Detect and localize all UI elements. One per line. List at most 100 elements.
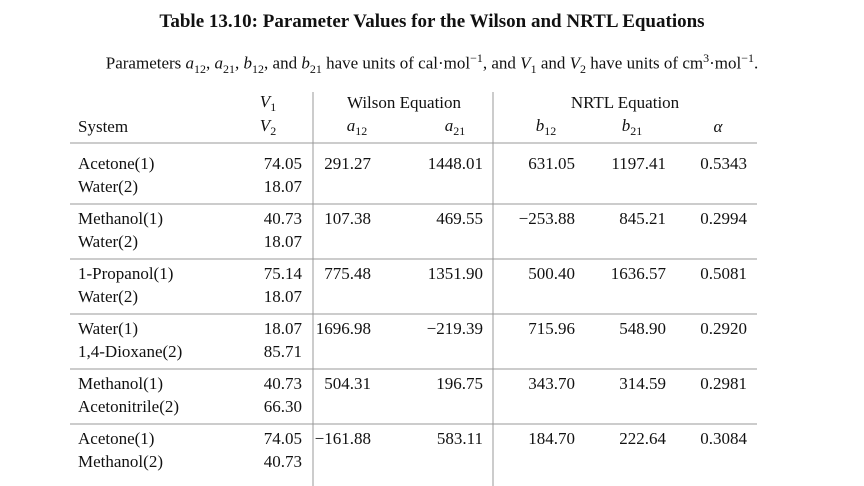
system-cell: Acetone(1) [78, 154, 154, 173]
caption-subscript: 12 [252, 62, 265, 77]
table-title: Table 13.10: Parameter Values for the Wi… [159, 11, 705, 32]
caption-text: , [206, 53, 215, 73]
caption-subscript: 21 [223, 62, 236, 77]
header-cell: System [78, 117, 128, 136]
caption-text: Parameters [105, 53, 186, 73]
system-cell: Water(2) [78, 177, 138, 196]
system-cell: Methanol(1) [78, 209, 163, 228]
volume-cell: 40.73 [264, 452, 302, 471]
value-cell: −161.88 [315, 429, 371, 448]
value-cell: 469.55 [436, 209, 483, 228]
value-cell: 222.64 [619, 429, 666, 448]
value-cell: 500.40 [528, 264, 575, 283]
symbol-subscript: 12 [544, 124, 556, 138]
caption-text: , and [264, 53, 302, 73]
header-symbol: V1 [260, 92, 276, 114]
symbol-letter: V [260, 92, 273, 111]
header-symbol: b21 [622, 116, 643, 138]
value-cell: 0.5343 [700, 154, 747, 173]
system-cell: Water(2) [78, 287, 138, 306]
value-cell: 107.38 [324, 209, 371, 228]
value-cell: 1696.98 [316, 319, 371, 338]
value-cell: 0.2920 [700, 319, 747, 338]
volume-cell: 66.30 [264, 397, 302, 416]
system-cell: 1,4-Dioxane(2) [78, 342, 182, 361]
volume-cell: 40.73 [264, 209, 302, 228]
value-cell: 631.05 [528, 154, 575, 173]
caption-symbol: V [569, 53, 580, 73]
symbol-subscript: 2 [270, 124, 276, 138]
value-cell: 0.2994 [700, 209, 747, 228]
symbol-subscript: 1 [270, 100, 276, 114]
volume-cell: 18.07 [264, 232, 303, 251]
table-caption: Parameters a12, a21, b12, and b21 have u… [0, 51, 864, 77]
value-cell: 0.3084 [700, 429, 747, 448]
symbol-subscript: 12 [355, 124, 367, 138]
caption-superscript: −1 [470, 51, 483, 65]
header-cell: NRTL Equation [571, 93, 680, 112]
value-cell: 1197.41 [611, 154, 666, 173]
volume-cell: 75.14 [264, 264, 303, 283]
caption-text: and [536, 53, 570, 73]
volume-cell: 85.71 [264, 342, 302, 361]
symbol-letter: b [622, 116, 631, 135]
system-cell: Water(2) [78, 232, 138, 251]
system-cell: Methanol(1) [78, 374, 163, 393]
header-symbol: a21 [445, 116, 466, 138]
value-cell: 314.59 [619, 374, 666, 393]
caption-text: , [235, 53, 244, 73]
caption-symbol: b [243, 53, 253, 73]
value-cell: 343.70 [528, 374, 575, 393]
value-cell: 583.11 [437, 429, 483, 448]
header-symbol: a12 [347, 116, 368, 138]
caption-superscript: 3 [703, 51, 710, 65]
header-cell: Wilson Equation [347, 93, 462, 112]
volume-cell: 40.73 [264, 374, 302, 393]
value-cell: 0.2981 [700, 374, 747, 393]
value-cell: −219.39 [427, 319, 483, 338]
value-cell: 504.31 [324, 374, 371, 393]
value-cell: 1351.90 [428, 264, 483, 283]
symbol-letter: a [445, 116, 454, 135]
value-cell: 548.90 [619, 319, 666, 338]
caption-symbol: V [520, 53, 531, 73]
value-cell: 845.21 [619, 209, 666, 228]
value-cell: 715.96 [528, 319, 575, 338]
system-cell: Acetone(1) [78, 429, 154, 448]
value-cell: 291.27 [324, 154, 371, 173]
volume-cell: 18.07 [264, 177, 303, 196]
value-cell: 196.75 [436, 374, 483, 393]
header-symbol: V2 [260, 116, 276, 138]
caption-symbol: a [185, 53, 195, 73]
caption-symbol: b [301, 53, 310, 73]
caption-subscript: 12 [194, 62, 207, 77]
caption-text: . [753, 53, 759, 73]
symbol-letter: a [347, 116, 356, 135]
volume-cell: 18.07 [264, 319, 303, 338]
volume-cell: 74.05 [264, 154, 302, 173]
caption-subscript: 1 [530, 62, 537, 77]
symbol-subscript: 21 [630, 124, 642, 138]
caption-text: have units of cm [586, 53, 704, 73]
value-cell: 0.5081 [700, 264, 747, 283]
value-cell: 1448.01 [428, 154, 483, 173]
caption-superscript: −1 [741, 51, 754, 65]
caption-subscript: 2 [580, 62, 586, 77]
header-symbol: b12 [536, 116, 557, 138]
symbol-letter: V [260, 116, 273, 135]
symbol-subscript: 21 [453, 124, 465, 138]
caption-text: , and [482, 53, 521, 73]
header-cell: α [714, 117, 724, 136]
caption-symbol: a [214, 53, 224, 73]
caption-subscript: 21 [309, 62, 322, 77]
volume-cell: 74.05 [264, 429, 302, 448]
value-cell: 775.48 [324, 264, 371, 283]
system-cell: Acetonitrile(2) [78, 397, 179, 416]
value-cell: −253.88 [519, 209, 575, 228]
symbol-letter: b [536, 116, 545, 135]
system-cell: 1-Propanol(1) [78, 264, 173, 283]
value-cell: 184.70 [528, 429, 575, 448]
volume-cell: 18.07 [264, 287, 303, 306]
